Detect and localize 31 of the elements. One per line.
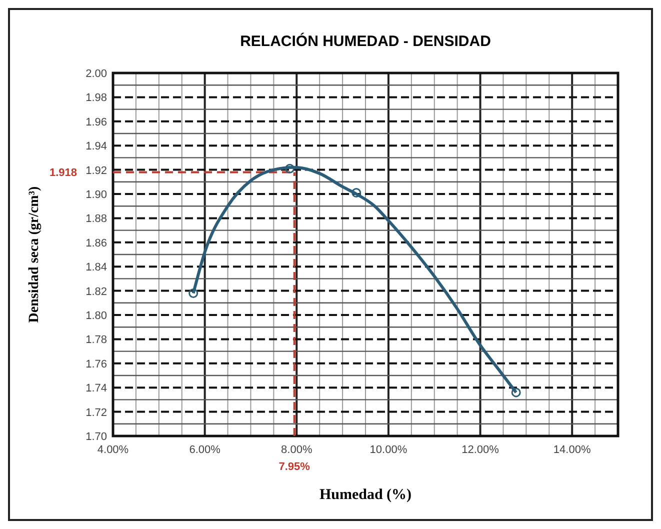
y-tick-label: 1.70: [86, 431, 107, 443]
y-tick-label: 1.76: [86, 358, 107, 370]
y-tick-label: 1.90: [86, 189, 107, 201]
ref-line-label: 7.95%: [278, 461, 310, 473]
y-tick-label: 1.78: [86, 334, 107, 346]
y-tick-label: 1.74: [86, 382, 107, 395]
x-axis-title: Humedad (%): [319, 487, 412, 503]
point: [285, 164, 294, 174]
y-tick-label: 1.84: [86, 262, 107, 274]
ref-line-label: 1.918: [49, 167, 77, 180]
x-tick-label: 12.00%: [462, 444, 500, 456]
point: [188, 288, 198, 298]
y-axis-title: Densidad seca (gr/cm³): [27, 186, 42, 323]
y-tick-label: 1.96: [86, 116, 107, 128]
x-tick-label: 4.00%: [97, 444, 129, 456]
y-tick-label: 1.98: [86, 92, 107, 104]
chart-title: RELACIÓN HUMEDAD - DENSIDAD: [240, 32, 492, 50]
point: [352, 188, 362, 198]
x-tick-label: 8.00%: [281, 444, 312, 456]
y-tick-label: 1.86: [86, 237, 107, 250]
x-tick-label: 10.00%: [370, 444, 408, 456]
y-tick-label: 1.72: [86, 406, 107, 419]
y-tick-label: 1.88: [86, 213, 107, 226]
y-tick-label: 1.94: [86, 140, 107, 153]
y-tick-label: 1.82: [86, 286, 107, 298]
point: [511, 388, 521, 398]
y-tick-label: 1.92: [86, 164, 107, 177]
y-tick-label: 1.80: [86, 310, 107, 322]
y-tick-label: 2.00: [86, 68, 107, 80]
x-tick-label: 14.00%: [553, 444, 591, 456]
x-tick-label: 6.00%: [189, 444, 221, 456]
